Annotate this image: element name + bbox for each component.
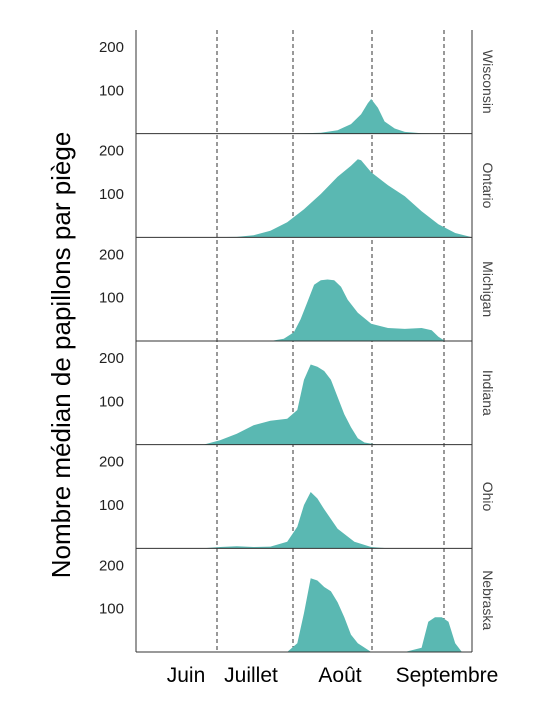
y-tick-label: 200	[99, 143, 124, 160]
panel-wisconsin: 100 200 Wisconsin	[99, 39, 496, 135]
x-tick-label: Juillet	[224, 664, 278, 687]
strip-label: Indiana	[480, 370, 496, 416]
y-tick-label: 100	[99, 497, 124, 514]
x-tick-labels: Juin Juillet Août Septembre	[167, 664, 499, 687]
y-tick-label: 100	[99, 290, 124, 307]
y-tick-label: 100	[99, 186, 124, 203]
density-area-wisconsin	[287, 99, 446, 134]
y-tick-label: 200	[99, 454, 124, 471]
y-tick-label: 100	[99, 393, 124, 410]
panel-nebraska: 100 200 Nebraska	[99, 557, 496, 653]
density-area-michigan	[270, 279, 446, 341]
y-tick-label: 200	[99, 39, 124, 56]
strip-label: Ontario	[480, 163, 496, 209]
y-tick-label: 200	[99, 350, 124, 367]
y-tick-label: 100	[99, 601, 124, 618]
panels: 100 200 Wisconsin 100 200 Ontario 100 200 Michig…	[99, 30, 496, 653]
y-tick-label: 200	[99, 557, 124, 574]
y-tick-label: 200	[99, 246, 124, 263]
panel-michigan: 100 200 Michigan	[99, 246, 496, 342]
panel-ontario: 100 200 Ontario	[99, 143, 496, 238]
strip-label: Nebraska	[480, 570, 496, 630]
density-area-indiana	[203, 364, 378, 445]
density-area-ontario	[203, 159, 472, 238]
y-axis-label: Nombre médian de papillons par piège	[46, 132, 76, 579]
x-tick-label: Août	[318, 664, 361, 687]
y-tick-label: 100	[99, 82, 124, 99]
density-area-ohio	[203, 492, 388, 549]
x-tick-label: Juin	[167, 664, 206, 687]
strip-label: Wisconsin	[480, 50, 496, 114]
strip-label: Ohio	[480, 482, 496, 512]
density-area-nebraska	[287, 578, 462, 652]
strip-label: Michigan	[480, 261, 496, 317]
panel-ohio: 100 200 Ohio	[99, 454, 496, 549]
panel-indiana: 100 200 Indiana	[99, 350, 496, 446]
x-tick-label: Septembre	[396, 664, 499, 687]
